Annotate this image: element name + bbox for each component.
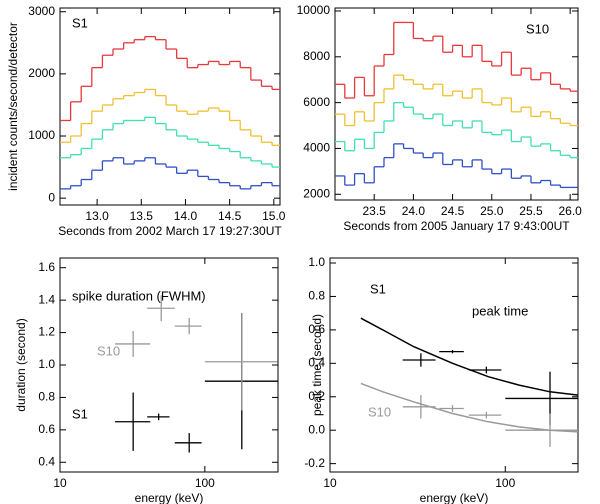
y-tick-label: 1000 [28,128,55,142]
y-axis-label: peak time (second) [310,314,324,416]
panel-label: S1 [72,15,88,30]
panel-label: spike duration (FWHM) [72,288,206,303]
x-axis-label: energy (keV) [420,491,489,504]
series-label: S10 [97,343,120,358]
y-tick-label: 0.6 [38,422,55,436]
x-tick-label: 25.5 [519,204,543,218]
y-tick-label: 1.2 [38,325,55,339]
x-tick-label: 100 [195,476,215,490]
plot-frame [59,7,281,206]
x-tick-label: 13.5 [130,209,154,223]
y-tick-label: 0.0 [308,422,325,436]
x-tick-label: 14.5 [218,209,242,223]
y-tick-label: 10000 [297,3,331,17]
y-tick-label: -0.2 [304,456,325,470]
x-tick-label: 25.0 [480,204,504,218]
y-tick-label: 1.0 [308,255,325,269]
y-tick-label: 0.2 [308,389,325,403]
x-tick-label: 13.0 [85,209,109,223]
series-label: S1 [370,281,386,296]
y-tick-label: 0.8 [308,289,325,303]
x-axis-label: Seconds from 2002 March 17 19:27:30UT [58,224,282,238]
y-tick-label: 1.4 [38,292,55,306]
x-tick-label: 100 [495,476,515,490]
fit-curve [360,317,579,396]
y-tick-label: 0.4 [308,356,325,370]
y-tick-label: 4000 [303,141,330,155]
plot-frame [334,7,579,201]
y-tick-label: 2000 [28,66,55,80]
series-label: S10 [368,404,391,419]
y-tick-label: 3000 [28,4,55,18]
x-tick-label: 24.5 [441,204,465,218]
x-tick-label: 14.0 [174,209,198,223]
x-tick-label: 10 [53,476,67,490]
y-tick-label: 0.4 [38,454,55,468]
y-tick-label: 1.6 [38,260,55,274]
y-tick-label: 2000 [303,186,330,200]
y-axis-label: incident counts/second/detector [6,22,20,191]
x-tick-label: 24.0 [402,204,426,218]
panel-label: peak time [472,303,528,318]
y-tick-label: 8000 [303,49,330,63]
x-tick-label: 15.0 [262,209,286,223]
x-axis-label: energy (keV) [135,491,204,504]
y-tick-label: 6000 [303,95,330,109]
x-tick-label: 23.5 [363,204,387,218]
series-label: S1 [72,406,88,421]
y-tick-label: 0.8 [38,390,55,404]
x-tick-label: 10 [323,476,337,490]
x-axis-label: Seconds from 2005 January 17 9:43:00UT [343,219,570,233]
y-tick-label: 1.0 [38,357,55,371]
plot-frame [329,257,579,473]
panel-label: S10 [526,21,549,36]
y-axis-label: duration (second) [14,318,28,411]
x-tick-label: 26.0 [558,204,582,218]
y-tick-label: 0.6 [308,322,325,336]
y-tick-label: 0 [48,190,55,204]
